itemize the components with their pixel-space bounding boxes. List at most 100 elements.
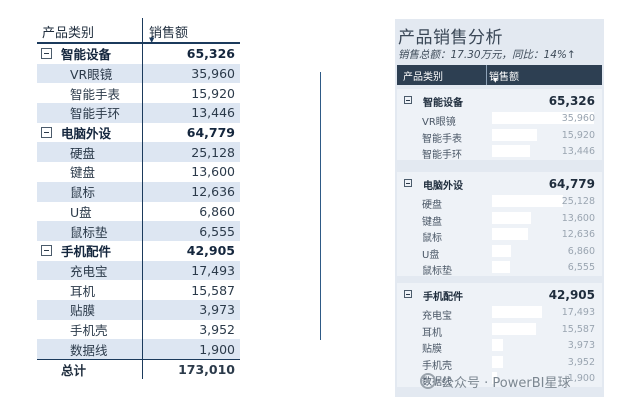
panel-title: 产品销售分析 (398, 28, 503, 48)
table-row[interactable]: 鼠标垫 6,555 (37, 221, 240, 241)
sales-value-cell: 13,600 (142, 162, 240, 182)
table-row[interactable]: U盘 6,860 (37, 201, 240, 222)
table-row[interactable]: VR眼镜 35,960 (397, 110, 602, 128)
collapse-icon[interactable] (41, 245, 52, 257)
group-row[interactable]: 智能设备 65,326 (37, 44, 240, 64)
group-row[interactable]: 电脑外设 64,779 (397, 172, 602, 193)
vertical-divider (320, 72, 321, 340)
sales-value-cell: 25,128 (142, 142, 240, 163)
table-row[interactable]: 充电宝 17,493 (37, 260, 240, 281)
panel-subtitle: 销售总额：17.30万元，同比：14%↑ (398, 49, 576, 61)
table-row[interactable]: 鼠标 12,636 (397, 226, 602, 245)
table-row[interactable]: 智能手环 13,446 (37, 103, 240, 123)
table-row[interactable]: 智能手环 13,446 (397, 143, 602, 162)
sales-analysis-panel: 产品销售分析 销售总额：17.30万元，同比：14%↑ 产品类别 销售额 ▼ 智… (395, 19, 604, 397)
category-group-block: 智能设备 65,326 VR眼镜 35,960 智能手表 15,920 智能手环 13,446 (397, 89, 602, 162)
category-cell: 鼠标垫 (37, 221, 142, 241)
category-label: 数据线 (70, 342, 108, 358)
category-label: 电脑外设 (61, 126, 112, 142)
table-row[interactable]: U盘 6,860 (397, 243, 602, 261)
category-label: 鼠标垫 (70, 224, 108, 240)
table-row[interactable]: 键盘 13,600 (37, 162, 240, 182)
category-cell: 总计 (37, 360, 142, 379)
sales-value-cell: 15,920 (142, 83, 240, 104)
data-bar (492, 372, 497, 385)
sort-descending-icon[interactable]: ▼ (149, 36, 155, 44)
table-row[interactable]: 智能手表 15,920 (37, 83, 240, 104)
sales-value-cell: 17,493 (142, 260, 240, 281)
sales-value-cell: 65,326 (142, 44, 240, 64)
data-bar (492, 211, 531, 224)
table-row[interactable]: 数据线 1,900 (37, 339, 240, 359)
group-row[interactable]: 手机配件 42,905 (37, 240, 240, 261)
table-row[interactable]: 鼠标垫 6,555 (397, 259, 602, 278)
group-row[interactable]: 手机配件 42,905 (397, 283, 602, 304)
group-row[interactable]: 电脑外设 64,779 (37, 122, 240, 143)
item-value: 35,960 (561, 113, 595, 124)
sales-value-cell: 35,960 (142, 63, 240, 84)
table-row[interactable]: 键盘 13,600 (397, 210, 602, 228)
item-label: 数据线 (422, 377, 452, 389)
category-label: 键盘 (70, 165, 96, 181)
collapse-icon[interactable] (404, 179, 412, 187)
category-cell: 耳机 (37, 280, 142, 300)
table-row[interactable]: 硬盘 25,128 (397, 193, 602, 211)
category-cell: 电脑外设 (37, 123, 142, 143)
table-row[interactable]: 贴膜 3,973 (37, 299, 240, 320)
item-label: 手机壳 (422, 360, 452, 372)
column-header-category[interactable]: 产品类别 (403, 72, 443, 83)
item-label: 键盘 (422, 216, 442, 228)
data-bar (492, 261, 510, 274)
category-cell: 硬盘 (37, 142, 142, 162)
item-value: 25,128 (561, 196, 595, 207)
table-row[interactable]: 耳机 15,587 (397, 321, 602, 339)
table-row[interactable]: 手机壳 3,952 (397, 354, 602, 372)
item-label: 鼠标 (422, 233, 442, 245)
sales-matrix-table: 产品类别 销售额 ▼ 智能设备 65,326 VR眼镜 35,960 智能手表 15,92… (37, 18, 240, 379)
item-label: 贴膜 (422, 344, 442, 356)
data-bar (492, 195, 563, 207)
group-row[interactable]: 智能设备 65,326 (397, 89, 602, 110)
category-cell: 鼠标 (37, 182, 142, 202)
column-header-sales[interactable]: 销售额 ▼ (142, 18, 240, 44)
sales-value-cell: 6,860 (142, 201, 240, 222)
category-group-block: 电脑外设 64,779 硬盘 25,128 键盘 13,600 鼠标 12,636 U盘 6,86… (397, 172, 602, 278)
table-row[interactable]: 手机壳 3,952 (37, 319, 240, 340)
collapse-icon[interactable] (41, 48, 52, 60)
group-value: 42,905 (548, 288, 595, 302)
category-label: U盘 (70, 204, 92, 220)
collapse-icon[interactable] (404, 96, 412, 104)
table-row[interactable]: 智能手表 15,920 (397, 127, 602, 145)
category-cell: U盘 (37, 202, 142, 222)
collapse-icon[interactable] (41, 127, 52, 139)
panel-table-header: 产品类别 销售额 ▼ (397, 65, 602, 85)
table-row[interactable]: VR眼镜 35,960 (37, 63, 240, 84)
sales-value-cell: 6,555 (142, 221, 240, 241)
category-cell: 智能手表 (37, 83, 142, 103)
item-value: 1,900 (567, 373, 595, 385)
data-bar (492, 306, 542, 318)
category-cell: 贴膜 (37, 300, 142, 320)
table-row[interactable]: 贴膜 3,973 (397, 337, 602, 356)
table-row[interactable]: 充电宝 17,493 (397, 304, 602, 322)
table-row[interactable]: 耳机 15,587 (37, 280, 240, 300)
category-cell: 手机壳 (37, 320, 142, 340)
collapse-icon[interactable] (404, 290, 412, 298)
category-label: 贴膜 (70, 303, 96, 319)
item-label: 硬盘 (422, 200, 442, 211)
group-value: 65,326 (548, 94, 595, 108)
table-row[interactable]: 硬盘 25,128 (37, 142, 240, 163)
category-label: 硬盘 (70, 145, 96, 161)
item-label: U盘 (422, 249, 440, 261)
group-label: 电脑外设 (423, 181, 463, 192)
column-header-sales[interactable]: 销售额 (489, 72, 519, 83)
table-row[interactable]: 数据线 1,900 (397, 370, 602, 389)
item-label: 鼠标垫 (422, 266, 452, 278)
column-header-category[interactable]: 产品类别 (42, 26, 95, 41)
group-value: 64,779 (548, 177, 595, 191)
item-value: 3,973 (567, 340, 595, 352)
total-row[interactable]: 总计 173,010 (37, 359, 240, 379)
item-label: 智能手环 (422, 150, 462, 162)
table-row[interactable]: 鼠标 12,636 (37, 181, 240, 202)
sort-descending-icon[interactable]: ▼ (493, 77, 498, 84)
